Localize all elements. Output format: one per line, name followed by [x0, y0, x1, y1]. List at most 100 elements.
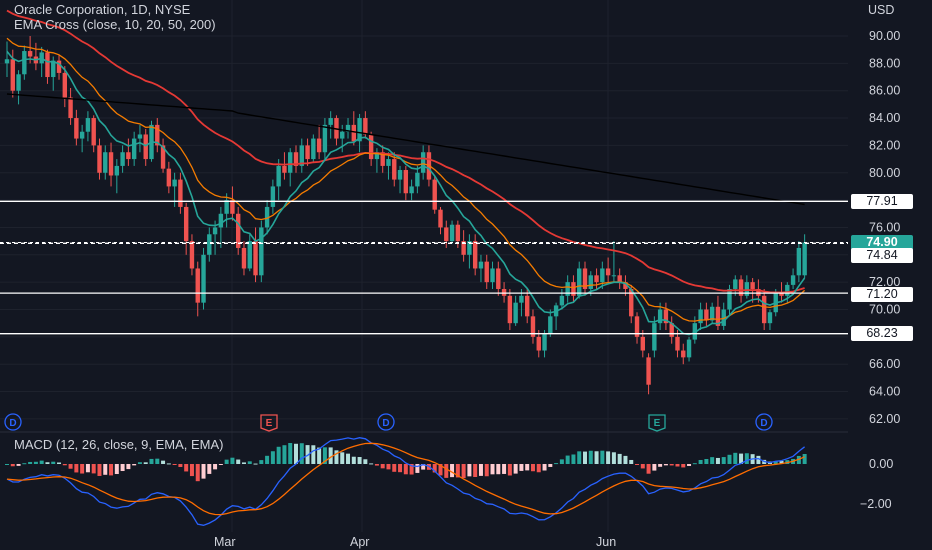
- candle-body: [802, 242, 807, 276]
- candle-body: [727, 288, 732, 310]
- macd-bar: [530, 464, 535, 472]
- macd-bar: [276, 446, 281, 464]
- candle-body: [27, 51, 33, 57]
- macd-bar: [721, 457, 726, 464]
- macd-bar: [398, 464, 403, 473]
- macd-bar: [461, 464, 466, 479]
- dividend-letter: D: [382, 418, 389, 429]
- macd-bar: [282, 445, 287, 464]
- candle-body: [634, 316, 640, 337]
- macd-bar: [161, 460, 166, 464]
- candle-body: [311, 138, 316, 160]
- grid: [0, 0, 848, 532]
- dividend-marker: [755, 413, 773, 431]
- candle-body: [704, 309, 709, 321]
- macd-bar: [438, 464, 443, 476]
- macd-bar: [340, 452, 345, 464]
- candle-body: [686, 339, 692, 358]
- candle-body: [750, 282, 755, 289]
- dividend-marker: [4, 413, 22, 431]
- candle-body: [571, 282, 576, 296]
- macd-indicator-label[interactable]: MACD (12, 26, close, 9, EMA, EMA): [14, 437, 224, 452]
- macd-bar: [80, 464, 85, 474]
- candle-body: [542, 334, 547, 351]
- earnings-letter: E: [266, 418, 273, 429]
- macd-bar: [299, 443, 304, 464]
- candle-body: [247, 241, 252, 269]
- symbol-title[interactable]: Oracle Corporation, 1D, NYSE: [14, 2, 191, 17]
- macd-bar: [536, 464, 541, 473]
- macd-bar: [132, 464, 137, 466]
- candle-body: [484, 261, 489, 283]
- macd-bar: [62, 464, 67, 466]
- candle-body: [10, 59, 15, 91]
- candle-body: [657, 309, 663, 324]
- candle-body: [79, 131, 85, 139]
- macd-bar: [802, 453, 807, 464]
- macd-bar: [155, 458, 160, 464]
- candle-body: [351, 124, 356, 142]
- candle-body: [97, 145, 102, 173]
- candle-body: [513, 302, 518, 324]
- macd-bar: [294, 443, 298, 464]
- candle-body: [444, 227, 449, 242]
- candle-body: [432, 179, 437, 210]
- candle-body: [472, 241, 478, 269]
- macd-bar: [403, 464, 408, 475]
- candle-body: [218, 213, 224, 228]
- candle-body: [68, 97, 73, 119]
- candle-body: [478, 261, 484, 269]
- candle-body: [663, 309, 669, 324]
- candle-body: [548, 316, 553, 335]
- candle-body: [114, 165, 120, 176]
- candle-body: [455, 224, 461, 242]
- macd-bar: [346, 453, 351, 464]
- candle-body: [669, 323, 674, 337]
- macd-bar: [166, 463, 171, 465]
- candle-body: [305, 145, 310, 160]
- candle-body: [761, 295, 767, 324]
- macd-bar: [236, 459, 241, 464]
- candle-body: [577, 268, 582, 296]
- ema-indicator-label[interactable]: EMA Cross (close, 10, 20, 50, 200): [14, 17, 216, 32]
- candle-body: [224, 200, 229, 214]
- candle-body: [195, 268, 200, 303]
- macd-bar: [328, 447, 333, 464]
- candle-body: [253, 241, 258, 276]
- candle-body: [322, 124, 328, 153]
- macd-bar: [542, 464, 547, 471]
- macd-bar: [143, 462, 148, 464]
- level-tag-71-20[interactable]: 71.20: [851, 287, 913, 302]
- candle-body: [420, 152, 426, 173]
- macd-bar: [565, 455, 570, 464]
- macd-bar: [467, 464, 472, 477]
- macd-bar: [484, 464, 489, 477]
- candle-body: [212, 227, 218, 235]
- candle-body: [282, 165, 287, 173]
- candle-body: [600, 268, 605, 283]
- macd-bar: [496, 464, 501, 475]
- macd-bar: [195, 464, 200, 482]
- macd-bar: [756, 455, 761, 464]
- level-tag-68-23[interactable]: 68.23: [851, 326, 913, 341]
- macd-bar: [502, 464, 507, 474]
- candle-body: [698, 309, 703, 324]
- macd-bar: [432, 464, 437, 473]
- candle-body: [785, 284, 790, 296]
- level-tag-74-84[interactable]: 74.84: [851, 248, 913, 263]
- macd-bar: [692, 463, 697, 465]
- time-axis-label: Jun: [596, 535, 616, 549]
- candle-body: [207, 234, 212, 255]
- level-tag-77-91[interactable]: 77.91: [851, 194, 913, 209]
- macd-bar: [473, 464, 478, 477]
- candle-body: [796, 247, 802, 276]
- macd-bar: [172, 464, 177, 465]
- candle-body: [582, 268, 588, 289]
- macd-bar: [658, 464, 663, 467]
- candle-body: [744, 282, 750, 296]
- candle-body: [692, 323, 698, 340]
- macd-bar: [91, 464, 96, 474]
- macd-tick-label: 0.00: [869, 457, 893, 471]
